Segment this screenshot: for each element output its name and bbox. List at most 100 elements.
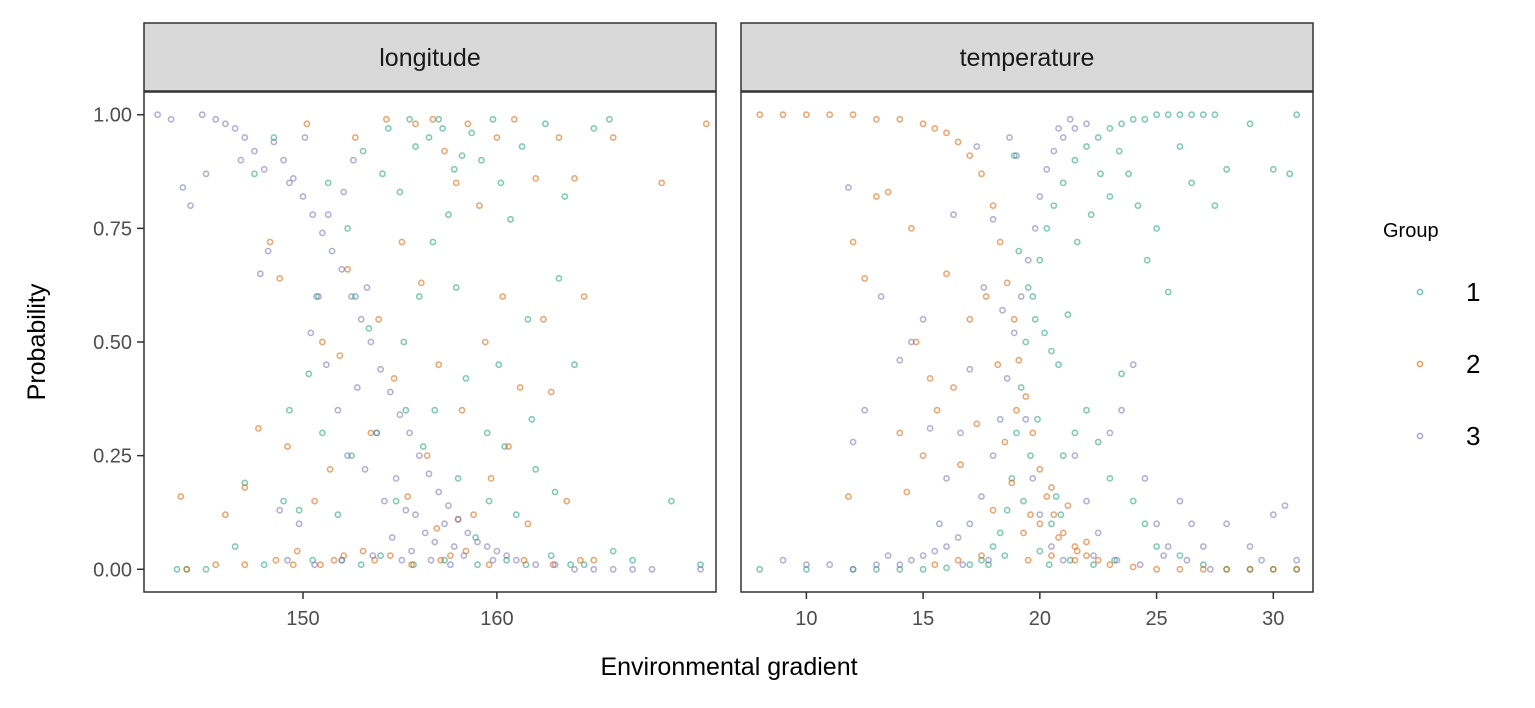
point-group-2 xyxy=(499,293,507,300)
y-tick-label: 0.75 xyxy=(93,218,132,240)
point-group-1 xyxy=(609,547,617,555)
point-group-3 xyxy=(167,115,175,123)
point-group-2 xyxy=(540,315,547,323)
point-group-2 xyxy=(1013,406,1020,414)
point-group-2 xyxy=(571,174,578,182)
point-group-3 xyxy=(349,156,357,164)
point-group-3 xyxy=(1022,415,1030,423)
point-group-1 xyxy=(439,124,446,132)
y-tick-label: 1.00 xyxy=(93,105,132,127)
point-group-2 xyxy=(756,111,764,119)
legend-label-group-1: 1 xyxy=(1466,277,1480,307)
point-group-1 xyxy=(280,497,287,505)
point-group-3 xyxy=(237,156,245,164)
point-group-3 xyxy=(629,565,636,573)
point-group-1 xyxy=(943,564,950,572)
point-group-3 xyxy=(363,284,371,291)
x-tick-label: 150 xyxy=(286,608,319,630)
point-group-1 xyxy=(1141,115,1149,123)
point-group-1 xyxy=(1269,165,1277,173)
point-group-3 xyxy=(435,488,443,496)
point-group-1 xyxy=(1118,370,1125,378)
y-tick-label: 0.00 xyxy=(93,559,132,581)
strip-label-longitude: longitude xyxy=(379,44,480,72)
point-group-3 xyxy=(966,520,974,528)
point-group-3 xyxy=(896,561,904,569)
point-group-3 xyxy=(1071,452,1079,459)
point-group-3 xyxy=(369,552,377,559)
point-group-3 xyxy=(919,315,927,323)
point-group-1 xyxy=(251,170,258,178)
point-group-2 xyxy=(996,238,1004,246)
point-group-1 xyxy=(231,543,239,550)
point-group-3 xyxy=(1246,543,1254,550)
point-group-2 xyxy=(336,352,344,359)
legend-key-group-2 xyxy=(1416,360,1424,368)
point-group-3 xyxy=(231,124,239,132)
point-group-3 xyxy=(361,465,369,473)
point-group-2 xyxy=(989,506,997,514)
point-group-3 xyxy=(450,543,458,550)
point-group-1 xyxy=(344,224,351,232)
point-group-1 xyxy=(1111,556,1118,564)
point-group-1 xyxy=(1059,452,1067,459)
point-group-1 xyxy=(1129,497,1137,505)
point-group-2 xyxy=(896,115,904,123)
point-group-3 xyxy=(322,361,330,369)
point-group-1 xyxy=(1141,520,1149,528)
point-group-1 xyxy=(1043,224,1051,232)
point-group-1 xyxy=(1106,124,1114,132)
point-group-2 xyxy=(284,443,291,450)
point-group-2 xyxy=(1129,563,1137,571)
point-group-3 xyxy=(202,170,210,178)
point-group-3 xyxy=(474,538,481,546)
point-group-1 xyxy=(501,443,509,450)
point-group-1 xyxy=(1034,415,1041,423)
point-group-3 xyxy=(154,111,161,119)
point-group-1 xyxy=(431,406,439,414)
point-group-1 xyxy=(452,284,460,291)
point-group-3 xyxy=(357,315,365,323)
point-group-3 xyxy=(309,211,317,219)
point-group-1 xyxy=(1118,120,1125,128)
point-group-2 xyxy=(803,111,810,119)
point-group-3 xyxy=(954,534,962,541)
point-group-2 xyxy=(1010,315,1018,323)
point-group-3 xyxy=(264,247,272,255)
point-group-2 xyxy=(982,293,990,300)
legend-title: Group xyxy=(1383,220,1439,242)
point-group-2 xyxy=(437,556,445,564)
point-group-2 xyxy=(183,565,191,573)
point-group-2 xyxy=(441,147,448,155)
point-group-2 xyxy=(1059,529,1067,537)
point-group-1 xyxy=(996,529,1004,537)
legend-label-group-3: 3 xyxy=(1466,421,1480,451)
point-group-2 xyxy=(1073,547,1081,555)
point-group-1 xyxy=(1286,170,1294,178)
point-group-1 xyxy=(1164,288,1172,296)
point-group-3 xyxy=(989,452,997,459)
point-group-2 xyxy=(311,497,318,505)
point-group-3 xyxy=(908,338,915,346)
point-group-1 xyxy=(1003,506,1011,514)
point-group-1 xyxy=(359,147,367,155)
point-group-3 xyxy=(179,184,187,191)
point-group-3 xyxy=(966,365,974,373)
point-group-1 xyxy=(1087,211,1095,219)
point-group-3 xyxy=(260,165,268,173)
point-group-3 xyxy=(590,565,598,573)
point-group-2 xyxy=(1223,565,1230,573)
point-group-2 xyxy=(1176,565,1184,573)
point-group-3 xyxy=(908,556,915,564)
point-group-1 xyxy=(919,565,927,573)
point-group-2 xyxy=(954,138,962,146)
point-group-3 xyxy=(1036,511,1044,519)
point-group-3 xyxy=(1106,429,1114,437)
point-group-1 xyxy=(497,179,505,187)
point-group-1 xyxy=(555,274,563,282)
point-group-1 xyxy=(429,238,437,246)
point-group-1 xyxy=(458,152,466,159)
point-group-2 xyxy=(524,520,532,528)
point-group-1 xyxy=(485,497,493,505)
point-group-2 xyxy=(408,561,415,569)
